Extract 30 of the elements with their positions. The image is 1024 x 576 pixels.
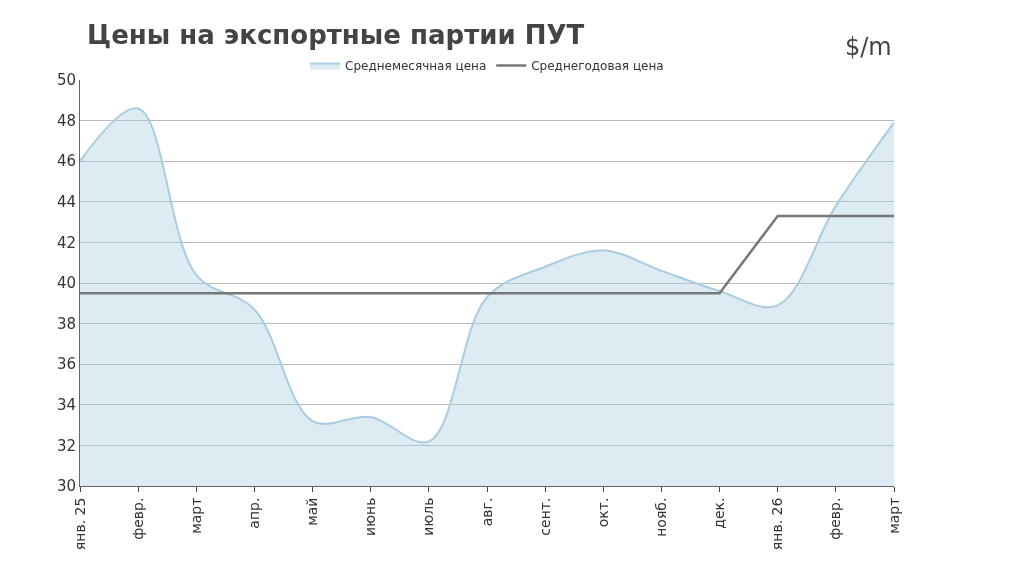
y-tick-label: 44 bbox=[56, 193, 76, 212]
x-tick-label: янв. 25 bbox=[71, 497, 88, 551]
x-tick-label: сент. bbox=[536, 497, 553, 536]
x-tick-label: дек. bbox=[711, 497, 728, 529]
x-tick-label: авг. bbox=[478, 497, 495, 527]
y-tick-label: 42 bbox=[56, 233, 76, 252]
legend-label: Среднегодовая цена bbox=[531, 59, 664, 74]
x-tick-label: июнь bbox=[362, 497, 379, 536]
y-tick-label: 38 bbox=[56, 314, 76, 333]
legend-label: Среднемесячная цена bbox=[345, 59, 487, 74]
y-tick-label: 50 bbox=[56, 71, 76, 90]
y-tick-label: 48 bbox=[56, 111, 76, 130]
y-tick-label: 40 bbox=[56, 274, 76, 293]
y-tick-label: 36 bbox=[56, 355, 76, 374]
y-tick-label: 46 bbox=[56, 152, 76, 171]
x-tick-label: янв. 26 bbox=[769, 497, 786, 551]
y-tick-label: 30 bbox=[56, 477, 76, 496]
chart-title: Цены на экспортные партии ПУТ bbox=[87, 20, 585, 51]
x-tick-label: февр. bbox=[129, 497, 146, 540]
x-tick-label: май bbox=[304, 497, 321, 526]
x-tick-label: окт. bbox=[594, 497, 611, 528]
x-tick-label: апр. bbox=[245, 497, 262, 529]
x-tick-label: февр. bbox=[827, 497, 844, 540]
x-tick-label: март bbox=[187, 497, 204, 534]
x-tick-label: март bbox=[885, 497, 902, 534]
text: $/m bbox=[845, 33, 892, 61]
y-tick-label: 32 bbox=[56, 436, 76, 455]
x-tick-label: нояб. bbox=[652, 497, 669, 537]
y-tick-label: 34 bbox=[56, 396, 76, 415]
x-tick-label: июль bbox=[420, 497, 437, 536]
